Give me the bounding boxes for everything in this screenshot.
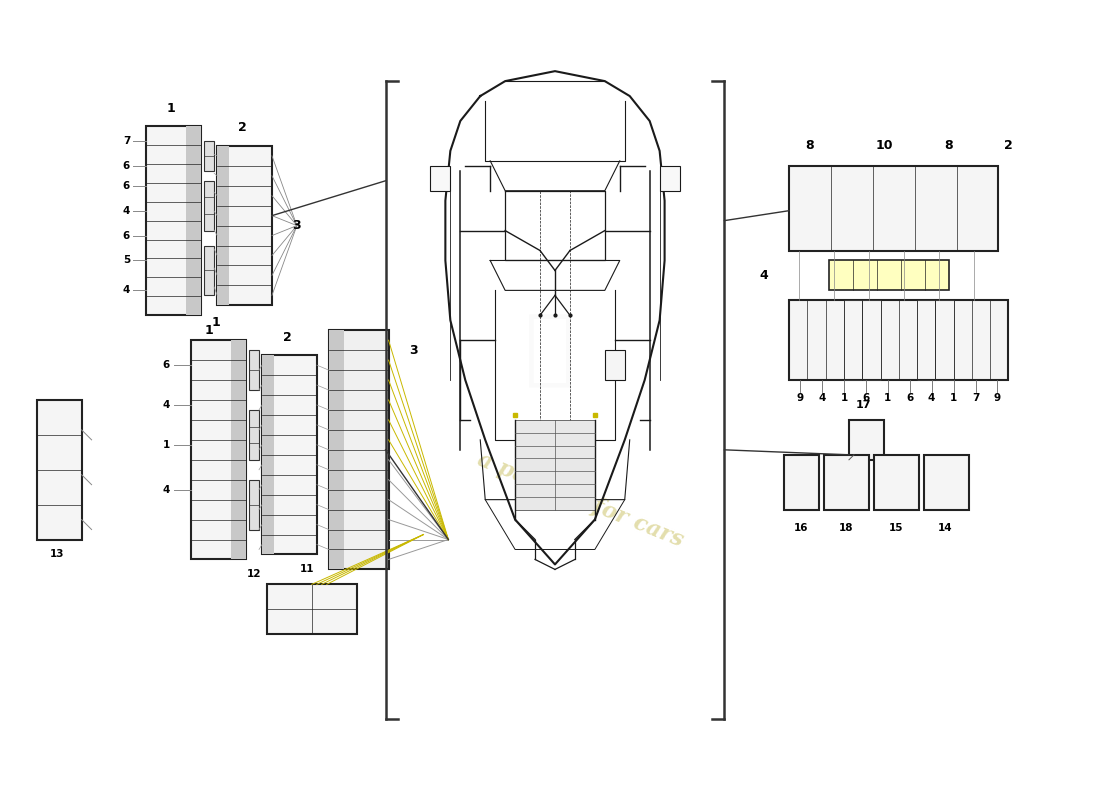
Bar: [849, 420, 883, 460]
Bar: [249, 480, 258, 530]
Text: a passion for cars: a passion for cars: [474, 448, 686, 551]
Bar: [784, 455, 820, 510]
Text: 4: 4: [818, 393, 826, 403]
Bar: [824, 455, 869, 510]
Bar: [515, 420, 595, 510]
Text: 1: 1: [167, 102, 176, 114]
Text: 4: 4: [163, 400, 170, 410]
Bar: [146, 126, 201, 315]
Bar: [191, 340, 246, 559]
Text: 10: 10: [876, 139, 892, 152]
Text: 3: 3: [409, 344, 418, 357]
Text: 1: 1: [205, 324, 213, 337]
Bar: [605, 350, 625, 380]
Text: 2: 2: [1004, 139, 1013, 152]
Text: 6: 6: [163, 360, 170, 370]
Text: 4: 4: [123, 206, 130, 216]
Bar: [844, 300, 862, 380]
Bar: [249, 350, 258, 390]
Text: 8: 8: [944, 139, 953, 152]
Bar: [660, 166, 680, 190]
Text: 5: 5: [123, 255, 130, 266]
Text: 7: 7: [971, 393, 979, 403]
Bar: [430, 166, 450, 190]
Bar: [262, 355, 274, 554]
Text: 1: 1: [212, 316, 220, 329]
Text: 4: 4: [760, 269, 769, 282]
Bar: [267, 584, 356, 634]
Text: 1: 1: [840, 393, 848, 403]
Text: 14: 14: [938, 522, 953, 533]
Text: 17: 17: [856, 400, 871, 410]
Text: 6: 6: [862, 393, 869, 403]
Text: 2: 2: [238, 122, 246, 134]
Bar: [249, 410, 258, 460]
Bar: [935, 300, 954, 380]
Bar: [205, 181, 214, 230]
Bar: [329, 330, 343, 570]
Text: 9: 9: [796, 393, 804, 403]
Text: 4: 4: [163, 485, 170, 494]
Text: 16: 16: [794, 522, 808, 533]
Text: 1: 1: [950, 393, 957, 403]
Text: 2: 2: [283, 330, 292, 344]
Bar: [36, 400, 81, 539]
Text: 11: 11: [299, 565, 315, 574]
Bar: [329, 330, 388, 570]
Bar: [217, 146, 272, 306]
Text: 4: 4: [123, 286, 130, 295]
Bar: [862, 300, 880, 380]
Text: 13: 13: [50, 550, 64, 559]
Text: 6: 6: [906, 393, 913, 403]
Text: 8: 8: [805, 139, 813, 152]
Text: 1: 1: [163, 440, 170, 450]
Text: 7: 7: [123, 136, 130, 146]
Text: 4: 4: [928, 393, 935, 403]
Bar: [829, 261, 948, 290]
Text: 6: 6: [123, 161, 130, 171]
Text: 12: 12: [246, 570, 262, 579]
Bar: [205, 141, 214, 170]
Bar: [186, 126, 201, 315]
Bar: [917, 300, 935, 380]
Text: 6: 6: [123, 230, 130, 241]
Bar: [844, 300, 862, 380]
Text: 15: 15: [889, 522, 903, 533]
Text: 1: 1: [884, 393, 891, 403]
Bar: [873, 455, 918, 510]
Bar: [217, 146, 229, 306]
Text: 🐂: 🐂: [525, 310, 575, 390]
Text: 3: 3: [293, 219, 301, 232]
Bar: [924, 455, 968, 510]
Text: 18: 18: [838, 522, 854, 533]
Bar: [789, 300, 1009, 380]
Bar: [917, 300, 935, 380]
Bar: [935, 300, 954, 380]
Bar: [262, 355, 317, 554]
Text: 6: 6: [123, 181, 130, 190]
Bar: [789, 166, 999, 250]
Bar: [205, 246, 214, 295]
Bar: [231, 340, 246, 559]
Text: 9: 9: [994, 393, 1001, 403]
Bar: [862, 300, 880, 380]
